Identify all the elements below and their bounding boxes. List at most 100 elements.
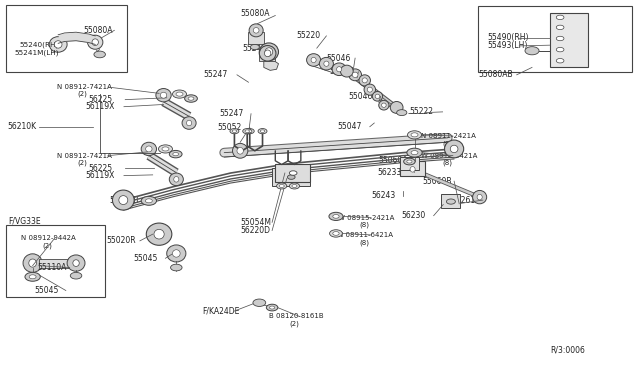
Text: N 08912-7421A: N 08912-7421A xyxy=(57,153,112,158)
Circle shape xyxy=(408,131,422,139)
Ellipse shape xyxy=(113,190,134,210)
Circle shape xyxy=(292,185,297,187)
Text: 56233Q: 56233Q xyxy=(378,168,408,177)
Text: 56225: 56225 xyxy=(89,95,113,104)
Text: 55047: 55047 xyxy=(337,122,362,131)
Circle shape xyxy=(245,130,250,132)
Text: 55222: 55222 xyxy=(410,108,433,116)
Bar xyxy=(550,13,588,67)
Circle shape xyxy=(330,230,342,237)
Ellipse shape xyxy=(146,146,152,152)
Ellipse shape xyxy=(340,65,353,77)
Text: (8): (8) xyxy=(360,222,369,228)
Circle shape xyxy=(289,171,297,175)
Ellipse shape xyxy=(265,48,273,56)
Ellipse shape xyxy=(249,24,263,37)
Ellipse shape xyxy=(379,100,389,110)
Circle shape xyxy=(333,232,339,235)
Text: 55046: 55046 xyxy=(349,92,373,101)
Text: 56261N: 56261N xyxy=(452,196,481,205)
Text: 55020R: 55020R xyxy=(106,236,136,246)
Ellipse shape xyxy=(451,145,458,153)
Circle shape xyxy=(230,129,239,134)
Ellipse shape xyxy=(445,140,464,158)
Bar xyxy=(478,6,632,72)
Ellipse shape xyxy=(119,196,128,205)
Bar xyxy=(6,225,105,297)
Circle shape xyxy=(556,25,564,30)
Circle shape xyxy=(411,151,418,155)
Text: 55490(RH): 55490(RH) xyxy=(487,33,529,42)
Ellipse shape xyxy=(332,63,346,76)
Circle shape xyxy=(188,97,194,100)
Circle shape xyxy=(411,133,418,137)
Ellipse shape xyxy=(410,167,415,172)
Text: 55240: 55240 xyxy=(242,44,266,53)
Ellipse shape xyxy=(73,260,79,266)
Ellipse shape xyxy=(352,72,358,77)
Circle shape xyxy=(407,148,422,157)
Ellipse shape xyxy=(154,230,164,239)
Circle shape xyxy=(159,145,173,153)
Ellipse shape xyxy=(170,173,183,186)
Circle shape xyxy=(29,275,36,279)
Ellipse shape xyxy=(147,223,172,245)
Ellipse shape xyxy=(307,54,321,66)
Text: (2): (2) xyxy=(77,160,87,166)
Circle shape xyxy=(184,95,197,102)
Text: 55060B: 55060B xyxy=(422,177,452,186)
Bar xyxy=(442,194,461,208)
Ellipse shape xyxy=(359,75,371,86)
Text: 56225: 56225 xyxy=(89,164,113,173)
Ellipse shape xyxy=(67,255,85,271)
Ellipse shape xyxy=(264,50,271,57)
Polygon shape xyxy=(264,60,278,70)
Circle shape xyxy=(70,272,82,279)
Text: 55247: 55247 xyxy=(219,109,243,118)
Text: 55045: 55045 xyxy=(34,286,58,295)
Text: 55047: 55047 xyxy=(330,67,354,76)
Ellipse shape xyxy=(186,120,191,126)
Text: W 08915-2421A: W 08915-2421A xyxy=(338,215,394,221)
Ellipse shape xyxy=(375,94,380,99)
Ellipse shape xyxy=(259,43,278,61)
Bar xyxy=(400,157,419,170)
Text: N 08912-7421A: N 08912-7421A xyxy=(57,84,112,90)
Text: N 08911-6421A: N 08911-6421A xyxy=(338,232,393,238)
Text: B 08120-8161B: B 08120-8161B xyxy=(269,314,324,320)
Text: 56119X: 56119X xyxy=(86,171,115,180)
Circle shape xyxy=(397,110,407,116)
Text: 55080A: 55080A xyxy=(240,9,269,18)
Text: 55110A: 55110A xyxy=(38,263,67,272)
Text: 55220: 55220 xyxy=(296,31,321,41)
Circle shape xyxy=(173,153,179,156)
Bar xyxy=(272,168,310,186)
Text: 56230: 56230 xyxy=(402,211,426,220)
Circle shape xyxy=(269,306,275,309)
Text: 56210K: 56210K xyxy=(7,122,36,131)
Text: 55241M(LH): 55241M(LH) xyxy=(15,49,60,56)
Text: F/KA24DE: F/KA24DE xyxy=(202,307,240,316)
Circle shape xyxy=(176,92,183,96)
Circle shape xyxy=(171,264,182,271)
Text: 55247: 55247 xyxy=(204,70,228,79)
Circle shape xyxy=(260,130,265,132)
Text: F/VG33E: F/VG33E xyxy=(8,217,41,226)
Ellipse shape xyxy=(182,117,196,129)
Ellipse shape xyxy=(311,57,316,62)
Text: W 08915-2421A: W 08915-2421A xyxy=(421,153,477,158)
Circle shape xyxy=(173,90,186,98)
Circle shape xyxy=(407,160,412,163)
Ellipse shape xyxy=(49,37,67,52)
Text: 56220D: 56220D xyxy=(240,226,270,235)
Text: 56243: 56243 xyxy=(371,191,396,200)
Circle shape xyxy=(404,158,415,165)
Circle shape xyxy=(525,46,539,55)
Ellipse shape xyxy=(88,35,103,49)
Ellipse shape xyxy=(372,92,383,101)
Ellipse shape xyxy=(349,69,362,81)
Circle shape xyxy=(25,272,40,281)
Circle shape xyxy=(162,147,169,151)
Text: (2): (2) xyxy=(42,242,52,248)
Circle shape xyxy=(556,58,564,63)
